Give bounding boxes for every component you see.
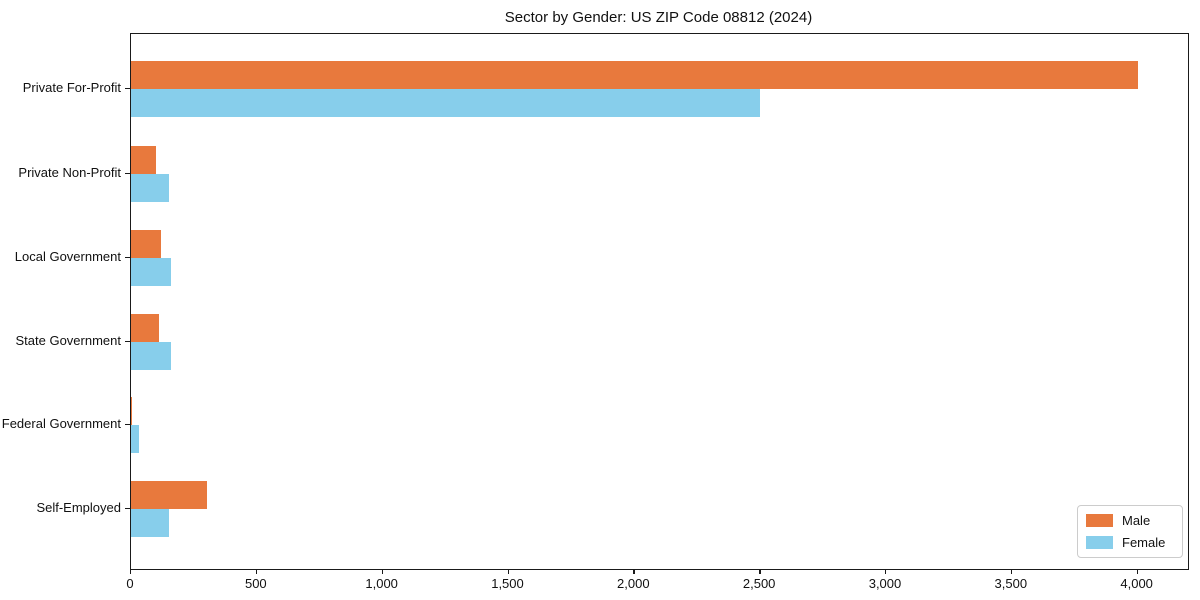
legend-label-female: Female	[1122, 535, 1166, 550]
y-tick	[125, 341, 130, 343]
x-tick	[633, 569, 635, 574]
x-tick	[1010, 569, 1013, 574]
bar-male-state-government	[131, 314, 159, 342]
bar-female-state-government	[131, 342, 172, 370]
x-tick	[759, 569, 761, 574]
bar-female-self-employed	[131, 509, 169, 537]
x-axis-tick-label: 3,000	[868, 576, 902, 591]
bar-male-self-employed	[131, 481, 207, 509]
legend-item-female: Female	[1086, 535, 1174, 550]
y-axis-label: Self-Employed	[36, 500, 121, 515]
x-axis-tick-label: 500	[244, 576, 267, 591]
bar-male-private-for-profit	[131, 61, 1138, 89]
bar-female-private-for-profit	[131, 89, 761, 117]
legend-item-male: Male	[1086, 513, 1174, 528]
x-tick	[255, 569, 258, 574]
x-axis-tick-label: 1,000	[365, 576, 398, 591]
y-axis-label: Federal Government	[1, 416, 121, 431]
x-tick	[130, 569, 132, 574]
y-axis-label: Private For-Profit	[22, 80, 121, 95]
legend-label-male: Male	[1122, 513, 1151, 528]
x-axis-tick-label: 4,000	[1120, 576, 1153, 591]
y-tick	[125, 173, 130, 175]
legend: Male Female	[1077, 505, 1183, 558]
x-axis-tick-label: 1,500	[491, 576, 524, 591]
plot-area: Male Female	[130, 33, 1189, 570]
y-tick	[125, 508, 130, 510]
female-swatch-icon	[1086, 536, 1113, 549]
bar-male-federal-government	[131, 397, 133, 425]
y-tick	[125, 257, 130, 259]
x-tick	[381, 569, 384, 574]
x-axis-tick-label: 3,500	[994, 576, 1028, 591]
x-tick	[507, 569, 509, 574]
x-axis-tick-label: 2,500	[742, 576, 776, 591]
y-tick	[125, 424, 130, 426]
y-axis-label: State Government	[15, 333, 122, 348]
male-swatch-icon	[1086, 514, 1113, 527]
bar-male-private-non-profit	[131, 146, 157, 174]
x-axis-tick-label: 0	[126, 576, 134, 591]
x-tick	[885, 569, 887, 574]
bar-female-local-government	[131, 258, 172, 286]
y-tick	[125, 88, 130, 90]
x-axis-tick-label: 2,000	[617, 576, 650, 591]
x-tick	[1136, 569, 1139, 574]
bar-female-federal-government	[131, 425, 139, 453]
y-axis-label: Local Government	[14, 249, 121, 264]
chart-title: Sector by Gender: US ZIP Code 08812 (202…	[504, 9, 813, 26]
bar-male-local-government	[131, 230, 162, 258]
bar-female-private-non-profit	[131, 174, 169, 202]
y-axis-label: Private Non-Profit	[18, 165, 121, 180]
